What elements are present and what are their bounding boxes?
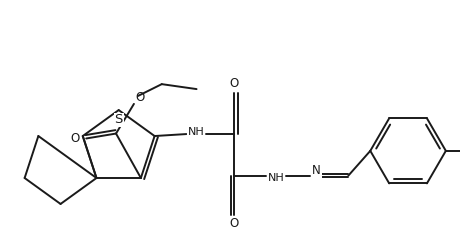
- Text: NH: NH: [188, 127, 205, 137]
- Text: S: S: [114, 113, 123, 126]
- Text: O: O: [135, 91, 144, 104]
- Text: O: O: [230, 77, 239, 90]
- Text: O: O: [230, 217, 239, 230]
- Text: NH: NH: [267, 172, 284, 183]
- Text: O: O: [70, 132, 79, 145]
- Text: N: N: [312, 164, 321, 177]
